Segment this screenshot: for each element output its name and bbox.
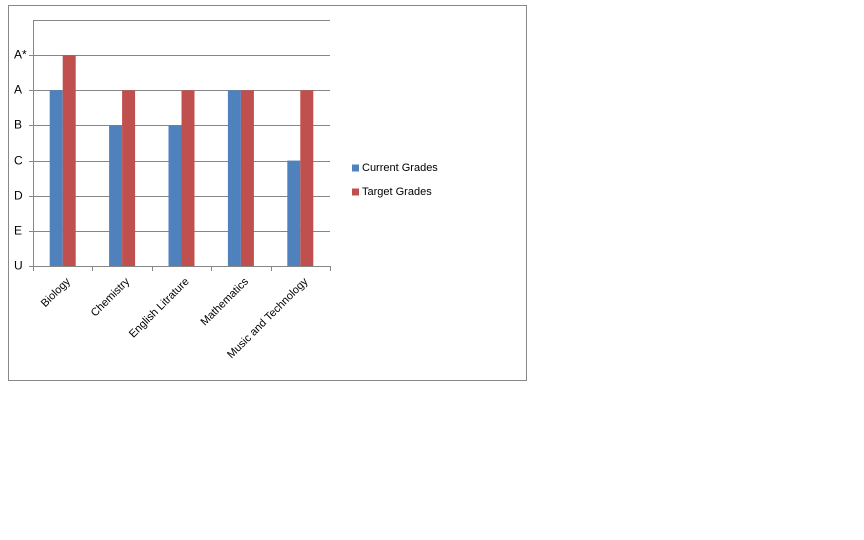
bar <box>300 90 314 267</box>
chart-frame <box>8 5 527 381</box>
bar <box>49 90 63 267</box>
y-tick-label: E <box>14 224 22 238</box>
legend-label: Current Grades <box>362 162 438 174</box>
legend-swatch <box>352 188 359 196</box>
y-tick-label: A* <box>14 48 27 62</box>
y-tick-label: C <box>14 154 23 168</box>
bar <box>181 90 195 267</box>
bar <box>287 160 301 266</box>
y-tick-label: D <box>14 189 23 203</box>
y-tick-label: B <box>14 118 22 132</box>
y-tick-label: U <box>14 259 23 273</box>
bar <box>240 90 254 267</box>
bar <box>122 90 136 267</box>
bar <box>227 90 241 267</box>
bar <box>168 125 182 266</box>
y-tick-label: A <box>14 83 22 97</box>
legend-swatch <box>352 164 359 172</box>
bar <box>62 55 76 267</box>
legend-label: Target Grades <box>362 186 432 198</box>
bar <box>109 125 123 266</box>
